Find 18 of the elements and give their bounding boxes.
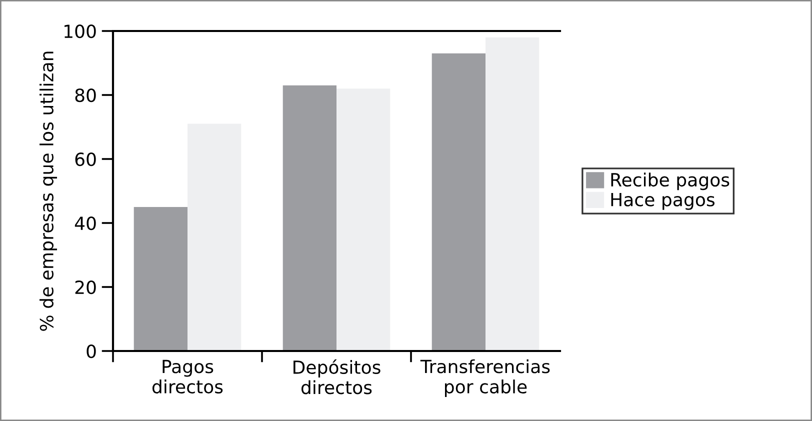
bar bbox=[336, 88, 390, 351]
bar bbox=[188, 124, 242, 351]
x-tick-label: Pagos directos bbox=[152, 360, 223, 394]
y-axis-title: % de empresas que los utilizan bbox=[40, 52, 58, 331]
x-tick-label: Transferencias por cable bbox=[420, 359, 550, 398]
y-tick-label: 100 bbox=[64, 24, 96, 38]
legend-label: Recibe pagos bbox=[611, 172, 730, 190]
y-tick-label: 40 bbox=[74, 216, 96, 230]
bar bbox=[134, 207, 188, 351]
bar bbox=[486, 37, 540, 351]
legend-label: Hace pagos bbox=[611, 193, 714, 210]
y-tick-label: 0 bbox=[86, 344, 96, 358]
bar bbox=[282, 85, 336, 351]
y-tick-label: 60 bbox=[75, 152, 96, 166]
bar bbox=[432, 53, 486, 351]
x-tick-label: Depósitos directos bbox=[294, 359, 380, 394]
y-tick-label: 80 bbox=[75, 88, 96, 102]
y-tick-label: 20 bbox=[75, 280, 96, 294]
